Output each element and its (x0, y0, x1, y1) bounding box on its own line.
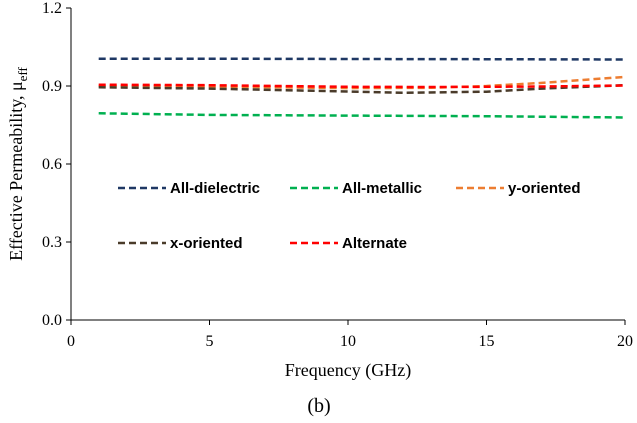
axes (70, 8, 625, 321)
y-tick-label: 1.2 (42, 0, 62, 17)
legend-label-all-metallic: All-metallic (342, 180, 422, 197)
x-tick-label: 20 (617, 333, 633, 350)
series-line-all-dielectric (98, 57, 626, 61)
y-axis-title-subscript: eff (15, 66, 30, 81)
series-line-y-oriented (98, 75, 626, 90)
x-tick-label: 0 (67, 333, 75, 350)
series-lines (98, 57, 626, 119)
figure-caption: (b) (307, 395, 330, 417)
legend: All-dielectric All-metallic y-oriented x-or… (118, 180, 581, 252)
y-tick-label: 0.9 (42, 78, 62, 95)
x-tick-label: 15 (479, 333, 495, 350)
y-tick-label: 0.6 (42, 156, 62, 173)
x-tick-label: 10 (340, 333, 356, 350)
x-tick-label: 5 (206, 333, 214, 350)
legend-label-y-oriented: y-oriented (508, 180, 581, 197)
series-line-alternate (98, 83, 626, 89)
series-line-x-oriented (98, 83, 626, 95)
legend-label-all-dielectric: All-dielectric (170, 180, 260, 197)
series-line-all-metallic (98, 112, 626, 119)
legend-label-alternate: Alternate (342, 235, 407, 252)
y-tick-label: 0.0 (42, 312, 62, 329)
ticks: 0.0 0.3 0.6 0.9 1.2 0 5 10 15 20 (42, 0, 633, 350)
legend-label-x-oriented: x-oriented (170, 235, 243, 252)
y-tick-label: 0.3 (42, 234, 62, 251)
x-axis-title: Frequency (GHz) (285, 360, 411, 381)
y-axis-title-main: Effective Permeability, μ (6, 81, 26, 261)
y-axis-title: Effective Permeability, μeff (6, 66, 30, 260)
